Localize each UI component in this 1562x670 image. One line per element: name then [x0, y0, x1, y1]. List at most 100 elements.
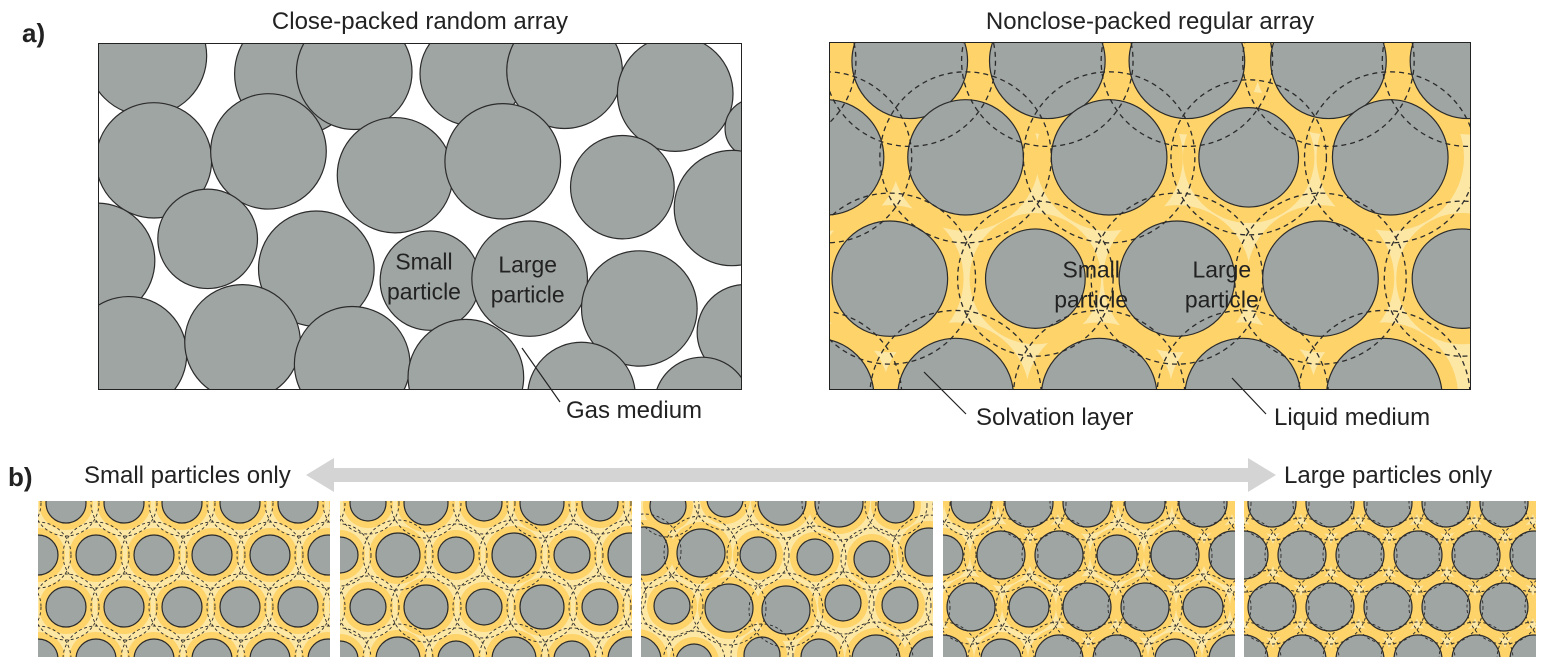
mixture-panel-5 — [1244, 501, 1536, 657]
particle — [1326, 337, 1443, 389]
particle — [904, 527, 933, 577]
particle — [1479, 501, 1529, 528]
small-particles-only-label: Small particles only — [84, 462, 291, 489]
particle — [1393, 634, 1443, 657]
particle — [1335, 530, 1385, 580]
particle — [1363, 582, 1413, 632]
particle — [1096, 534, 1138, 576]
left-panel-title: Close-packed random array — [271, 8, 569, 35]
particle — [491, 532, 537, 578]
particle — [336, 116, 454, 234]
particle — [191, 638, 233, 657]
particle — [908, 636, 933, 657]
particle — [673, 149, 741, 267]
particle — [607, 532, 632, 578]
particle — [1509, 634, 1536, 657]
particle — [1154, 638, 1196, 657]
particle — [1363, 501, 1413, 528]
particle — [307, 638, 330, 657]
particle — [946, 582, 996, 632]
particle — [1244, 530, 1269, 580]
particle — [403, 501, 449, 526]
particle — [976, 530, 1026, 580]
particle — [1331, 99, 1449, 216]
solvation-layer-label: Solvation layer — [976, 404, 1134, 431]
particle — [340, 640, 359, 657]
particle — [743, 636, 781, 657]
particle — [1277, 634, 1327, 657]
particle — [45, 501, 87, 524]
particle — [881, 586, 919, 624]
particle — [465, 588, 503, 626]
particle — [1008, 586, 1050, 628]
particle — [161, 501, 203, 524]
particle — [649, 501, 687, 525]
particle — [1421, 582, 1471, 632]
mixture-panel-3 — [641, 501, 933, 657]
particle — [75, 534, 117, 576]
particle — [739, 536, 777, 574]
particle — [519, 584, 565, 630]
particle — [103, 586, 145, 628]
particle — [830, 99, 885, 216]
particle — [676, 528, 726, 578]
particle — [1277, 530, 1327, 580]
large-particles-only-label: Large particles only — [1284, 462, 1493, 489]
particle — [1034, 530, 1084, 580]
particle — [581, 501, 619, 522]
particle — [210, 93, 327, 210]
particle — [569, 134, 675, 240]
particle — [943, 534, 964, 576]
particle — [853, 540, 891, 578]
particle — [553, 640, 591, 657]
particle — [471, 220, 589, 337]
particle — [437, 640, 475, 657]
particle — [1118, 220, 1236, 337]
particle — [1178, 501, 1228, 528]
particle — [1150, 530, 1200, 580]
particle — [851, 634, 901, 657]
particle — [1062, 501, 1112, 528]
particle — [375, 636, 421, 657]
particle — [950, 501, 992, 524]
particle — [1050, 99, 1168, 216]
particle — [249, 534, 291, 576]
particle — [704, 583, 754, 633]
particle — [249, 638, 291, 657]
large-particle-label-liquid-line-1: Large — [1192, 257, 1251, 283]
particle — [1208, 634, 1235, 657]
particle — [581, 588, 619, 626]
particle — [800, 638, 838, 657]
particle — [38, 638, 59, 657]
particle — [796, 538, 834, 576]
particle — [191, 534, 233, 576]
particle — [1034, 634, 1084, 657]
mixture-panel-1 — [38, 501, 330, 657]
small-particle-label-liquid-line-2: particle — [1054, 286, 1128, 312]
particle — [988, 43, 1106, 120]
particle — [277, 586, 319, 628]
particle — [641, 526, 669, 576]
small-particle-label-gas-line-1: Small — [395, 249, 452, 275]
particle — [907, 99, 1024, 216]
particle — [1451, 634, 1501, 657]
small-particle-label-liquid-line-1: Small — [1063, 257, 1120, 283]
mixture-panel-4 — [943, 501, 1235, 657]
particle — [877, 501, 915, 524]
particle — [553, 536, 591, 574]
particle — [607, 636, 632, 657]
particle — [1247, 582, 1297, 632]
particle — [1124, 501, 1166, 524]
close-packed-random-array: Small particle Large particle — [98, 43, 742, 390]
particle — [641, 635, 662, 657]
size-gradient-arrow — [306, 458, 1276, 492]
particle — [295, 44, 413, 131]
particle — [1305, 501, 1355, 528]
particle — [1182, 586, 1224, 628]
particle — [219, 586, 261, 628]
particle — [696, 284, 741, 381]
particle — [1041, 337, 1158, 389]
particle — [403, 584, 449, 630]
particle — [375, 532, 421, 578]
particle — [277, 501, 319, 524]
